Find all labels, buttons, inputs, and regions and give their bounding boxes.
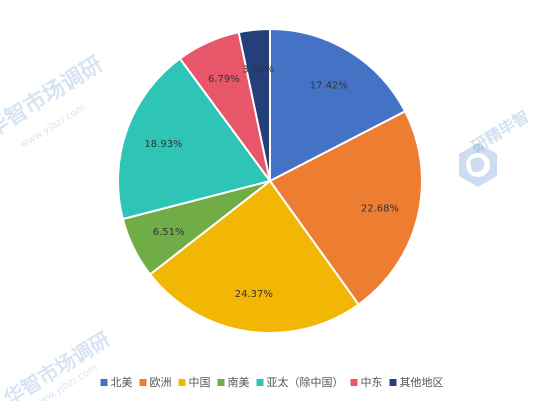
legend-swatch-2 xyxy=(178,379,186,386)
legend-swatch-0 xyxy=(100,379,108,386)
pie-slice-4 xyxy=(117,57,272,221)
pie-slices xyxy=(117,27,423,334)
legend-item-4: 亚太（除中国） xyxy=(256,375,344,389)
pie-slice-2 xyxy=(148,179,360,334)
legend-item-0: 北美 xyxy=(100,376,133,389)
legend-item-2: 中国 xyxy=(178,376,211,389)
legend-label-4: 亚太（除中国） xyxy=(267,375,344,389)
legend-item-1: 欧洲 xyxy=(139,376,172,389)
slice-labels: 17.42% 22.68% 24.37% 6.51% 18.93% 6.79%3.30% xyxy=(144,65,399,300)
legend-swatch-6 xyxy=(389,379,397,386)
legend-label-0: 北美 xyxy=(111,376,133,389)
legend-item-6: 其他地区 xyxy=(389,376,444,389)
watermark-logo-text-right: 研精毕智 xyxy=(468,107,532,157)
legend-item-3: 南美 xyxy=(217,376,250,389)
slice-label-4: 18.93% xyxy=(144,139,182,150)
legend-label-1: 欧洲 xyxy=(150,376,172,389)
slice-label-0: 17.42% xyxy=(310,81,348,92)
slice-label-6: 3.30% xyxy=(242,65,274,76)
slice-label-1: 22.68% xyxy=(361,203,399,214)
legend-label-3: 南美 xyxy=(228,376,250,389)
legend: 北美 欧洲 中国 南美 亚太（除中国） 中东 其他地区 xyxy=(100,375,444,389)
legend-swatch-3 xyxy=(217,379,225,386)
legend-item-5: 中东 xyxy=(350,376,383,389)
globe-logo-icon-right xyxy=(459,143,497,187)
legend-swatch-1 xyxy=(139,379,147,386)
legend-swatch-4 xyxy=(256,379,264,386)
pie-slice-1 xyxy=(268,109,423,306)
legend-swatch-5 xyxy=(350,379,358,386)
legend-label-5: 中东 xyxy=(361,376,383,389)
legend-label-6: 其他地区 xyxy=(400,376,444,389)
pie-slice-0 xyxy=(269,27,407,183)
legend-label-2: 中国 xyxy=(189,376,211,389)
slice-label-5: 6.79% xyxy=(208,74,240,85)
pie-slice-6 xyxy=(237,27,271,182)
slice-label-3: 6.51% xyxy=(153,227,185,238)
slice-label-2: 24.37% xyxy=(235,289,273,300)
